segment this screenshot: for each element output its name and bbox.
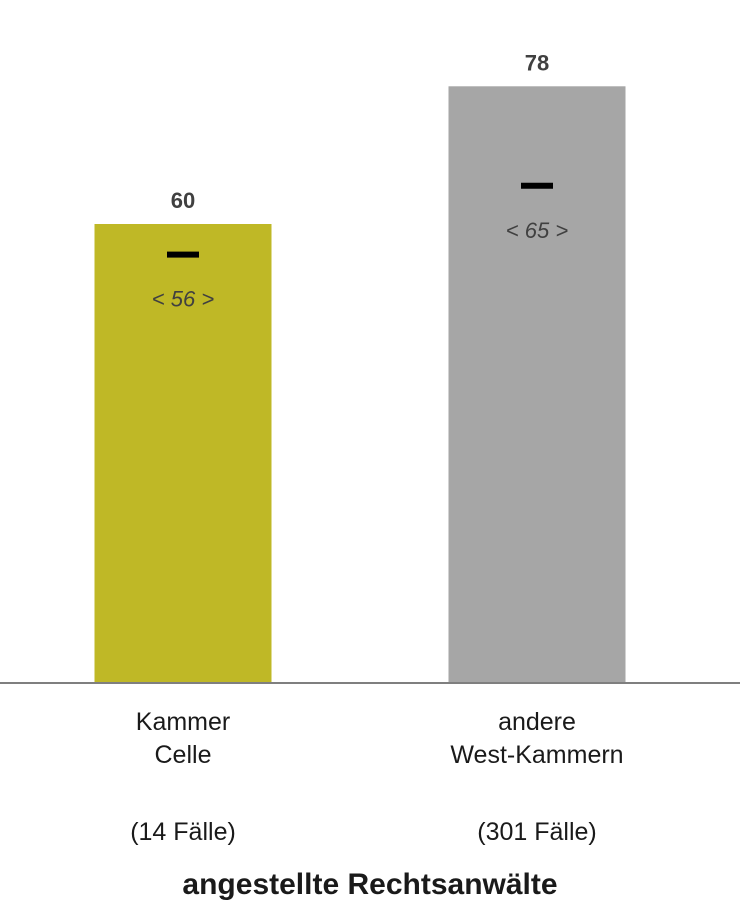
category-label-line: Kammer <box>135 708 231 736</box>
comparison-label: < 65 > <box>506 218 569 243</box>
comparison-label: < 56 > <box>152 287 215 312</box>
category-label-line: Celle <box>154 741 212 769</box>
comparison-marker <box>521 182 553 189</box>
category-label-kammer-celle: Kammer Celle <box>63 706 303 772</box>
comparison-marker <box>167 251 199 258</box>
case-count-andere-west-kammern: (301 Fälle) <box>477 818 597 846</box>
category-label-line: West-Kammern <box>450 741 624 769</box>
group-label: angestellte Rechtsanwälte <box>182 868 558 901</box>
bar-kammer-celle <box>94 224 272 683</box>
value-label: 60 <box>171 188 195 213</box>
bar-andere-west-kammern <box>448 86 626 684</box>
category-label-line: andere <box>498 708 576 736</box>
case-count-kammer-celle: (14 Fälle) <box>130 818 236 846</box>
value-label: 78 <box>525 50 549 75</box>
category-label-andere-west-kammern: andere West-Kammern <box>417 706 657 772</box>
